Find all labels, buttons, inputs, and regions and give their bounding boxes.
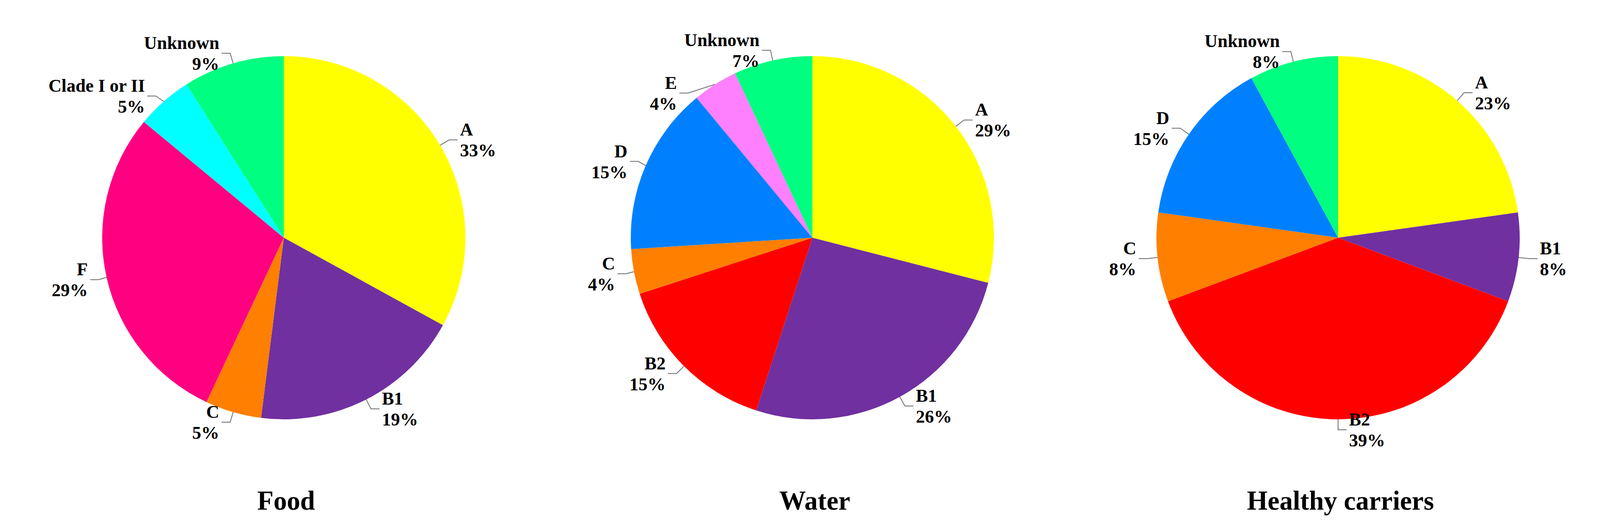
- svg-text:A: A: [460, 119, 474, 140]
- svg-text:Unknown: Unknown: [144, 32, 220, 53]
- svg-text:B2: B2: [1349, 409, 1370, 430]
- svg-text:29%: 29%: [974, 120, 1012, 141]
- svg-text:Unknown: Unknown: [1204, 30, 1280, 51]
- svg-text:B1: B1: [915, 385, 937, 406]
- svg-text:4%: 4%: [587, 274, 616, 295]
- svg-text:33%: 33%: [460, 140, 497, 161]
- svg-text:4%: 4%: [649, 93, 677, 114]
- svg-text:8%: 8%: [1253, 51, 1281, 72]
- svg-text:Unknown: Unknown: [684, 29, 760, 50]
- svg-text:Clade I or II: Clade I or II: [48, 75, 145, 96]
- svg-text:C: C: [601, 253, 615, 274]
- svg-text:26%: 26%: [915, 406, 953, 427]
- svg-text:8%: 8%: [1540, 259, 1568, 280]
- svg-text:Water: Water: [779, 485, 850, 516]
- svg-text:F: F: [76, 259, 88, 280]
- svg-text:5%: 5%: [117, 96, 145, 117]
- svg-text:D: D: [614, 141, 628, 162]
- svg-text:39%: 39%: [1349, 430, 1386, 451]
- svg-text:B2: B2: [644, 353, 666, 374]
- svg-text:8%: 8%: [1108, 259, 1137, 280]
- svg-text:15%: 15%: [629, 374, 666, 395]
- svg-text:Healthy carriers: Healthy carriers: [1246, 485, 1434, 516]
- svg-text:D: D: [1156, 107, 1170, 128]
- svg-text:9%: 9%: [192, 53, 220, 74]
- svg-text:5%: 5%: [192, 422, 220, 443]
- svg-text:7%: 7%: [732, 50, 760, 71]
- svg-text:C: C: [206, 401, 220, 422]
- svg-text:19%: 19%: [381, 409, 418, 430]
- svg-text:15%: 15%: [1133, 128, 1170, 149]
- svg-text:C: C: [1123, 238, 1137, 259]
- svg-text:Food: Food: [257, 485, 315, 516]
- svg-text:29%: 29%: [51, 279, 88, 300]
- svg-text:A: A: [974, 99, 989, 120]
- svg-text:E: E: [665, 72, 677, 93]
- svg-text:23%: 23%: [1474, 93, 1512, 114]
- svg-text:B1: B1: [1540, 238, 1562, 259]
- svg-text:A: A: [1474, 72, 1489, 93]
- svg-text:15%: 15%: [591, 162, 628, 183]
- svg-text:B1: B1: [381, 388, 403, 409]
